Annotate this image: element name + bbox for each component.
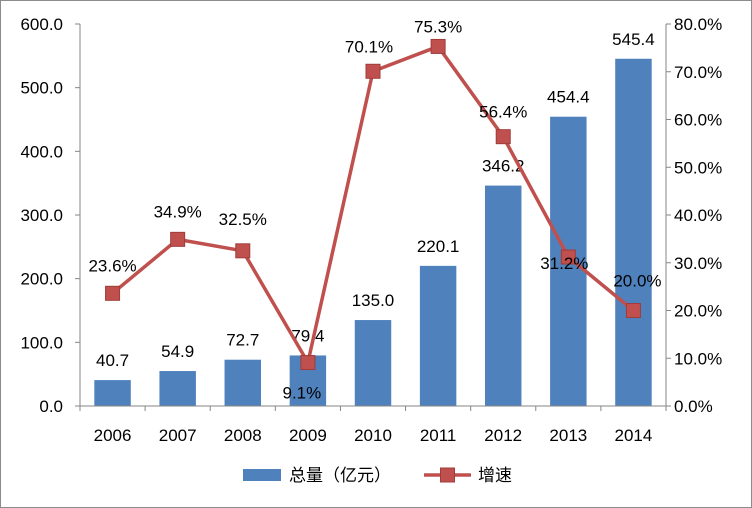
x-tick-label: 2009 xyxy=(289,426,327,445)
legend-swatch-bars xyxy=(243,469,281,481)
bar-data-label: 54.9 xyxy=(161,342,194,361)
x-tick-label: 2012 xyxy=(484,426,522,445)
y-left-tick-label: 200.0 xyxy=(20,270,63,289)
y-right-tick-label: 40.0% xyxy=(674,206,722,225)
y-right-tick-label: 50.0% xyxy=(674,158,722,177)
growth-marker-2012 xyxy=(495,129,511,145)
y-left-tick-label: 500.0 xyxy=(20,79,63,98)
x-tick-label: 2013 xyxy=(549,426,587,445)
growth-marker-2008 xyxy=(235,243,251,259)
bar-2010 xyxy=(354,320,392,406)
y-left-tick-label: 300.0 xyxy=(20,206,63,225)
growth-marker-2014 xyxy=(625,303,641,318)
legend-label-bars: 总量（亿元） xyxy=(289,466,391,486)
growth-marker-2009 xyxy=(300,355,316,371)
bar-2011 xyxy=(419,265,457,406)
growth-data-label: 70.1% xyxy=(345,37,393,56)
bar-2007 xyxy=(159,371,196,406)
y-left-tick-label: 400.0 xyxy=(20,142,63,161)
bar-data-label: 545.4 xyxy=(612,30,655,49)
growth-data-label: 31.2% xyxy=(540,254,588,273)
growth-data-label: 20.0% xyxy=(613,272,661,291)
bar-2008 xyxy=(224,359,262,406)
y-left-tick-label: 600.0 xyxy=(20,15,63,34)
x-tick-label: 2011 xyxy=(420,426,457,445)
bar-2006 xyxy=(94,380,131,406)
y-left-tick-label: 0.0 xyxy=(39,397,63,416)
growth-marker-2013 xyxy=(560,249,576,265)
y-right-tick-label: 80.0% xyxy=(674,15,722,34)
bar-data-label: 220.1 xyxy=(417,237,460,256)
growth-marker-2007 xyxy=(170,231,186,247)
growth-data-label: 9.1% xyxy=(283,384,322,403)
bar-data-label: 72.7 xyxy=(226,331,259,350)
x-tick-label: 2007 xyxy=(159,426,197,445)
x-tick-label: 2006 xyxy=(94,426,132,445)
y-right-tick-label: 70.0% xyxy=(674,63,722,82)
bar-2014 xyxy=(615,58,652,407)
growth-data-label: 34.9% xyxy=(154,202,202,221)
y-right-tick-label: 30.0% xyxy=(674,254,722,273)
legend-label-line: 增速 xyxy=(478,466,512,486)
bar-2012 xyxy=(484,185,522,406)
growth-data-label: 23.6% xyxy=(88,256,136,275)
bar-data-label: 454.4 xyxy=(547,88,590,107)
y-left-tick-label: 100.0 xyxy=(20,333,63,352)
growth-data-label: 56.4% xyxy=(479,103,527,122)
growth-marker-2010 xyxy=(365,63,381,79)
y-right-tick-label: 60.0% xyxy=(674,111,722,130)
growth-data-label: 75.3% xyxy=(414,17,462,36)
y-right-tick-label: 0.0% xyxy=(674,397,713,416)
y-right-tick-label: 10.0% xyxy=(674,349,722,368)
x-tick-label: 2008 xyxy=(224,426,262,445)
bar-data-label: 40.7 xyxy=(96,351,129,370)
y-right-tick-label: 20.0% xyxy=(674,302,722,321)
bar-data-label: 346.2 xyxy=(482,157,525,176)
legend-swatch-marker xyxy=(440,467,455,483)
bar-data-label: 135.0 xyxy=(352,291,395,310)
x-tick-label: 2010 xyxy=(354,426,392,445)
x-tick-label: 2014 xyxy=(615,426,653,445)
growth-marker-2006 xyxy=(105,285,121,301)
growth-marker-2011 xyxy=(430,38,446,54)
growth-data-label: 32.5% xyxy=(219,210,267,229)
